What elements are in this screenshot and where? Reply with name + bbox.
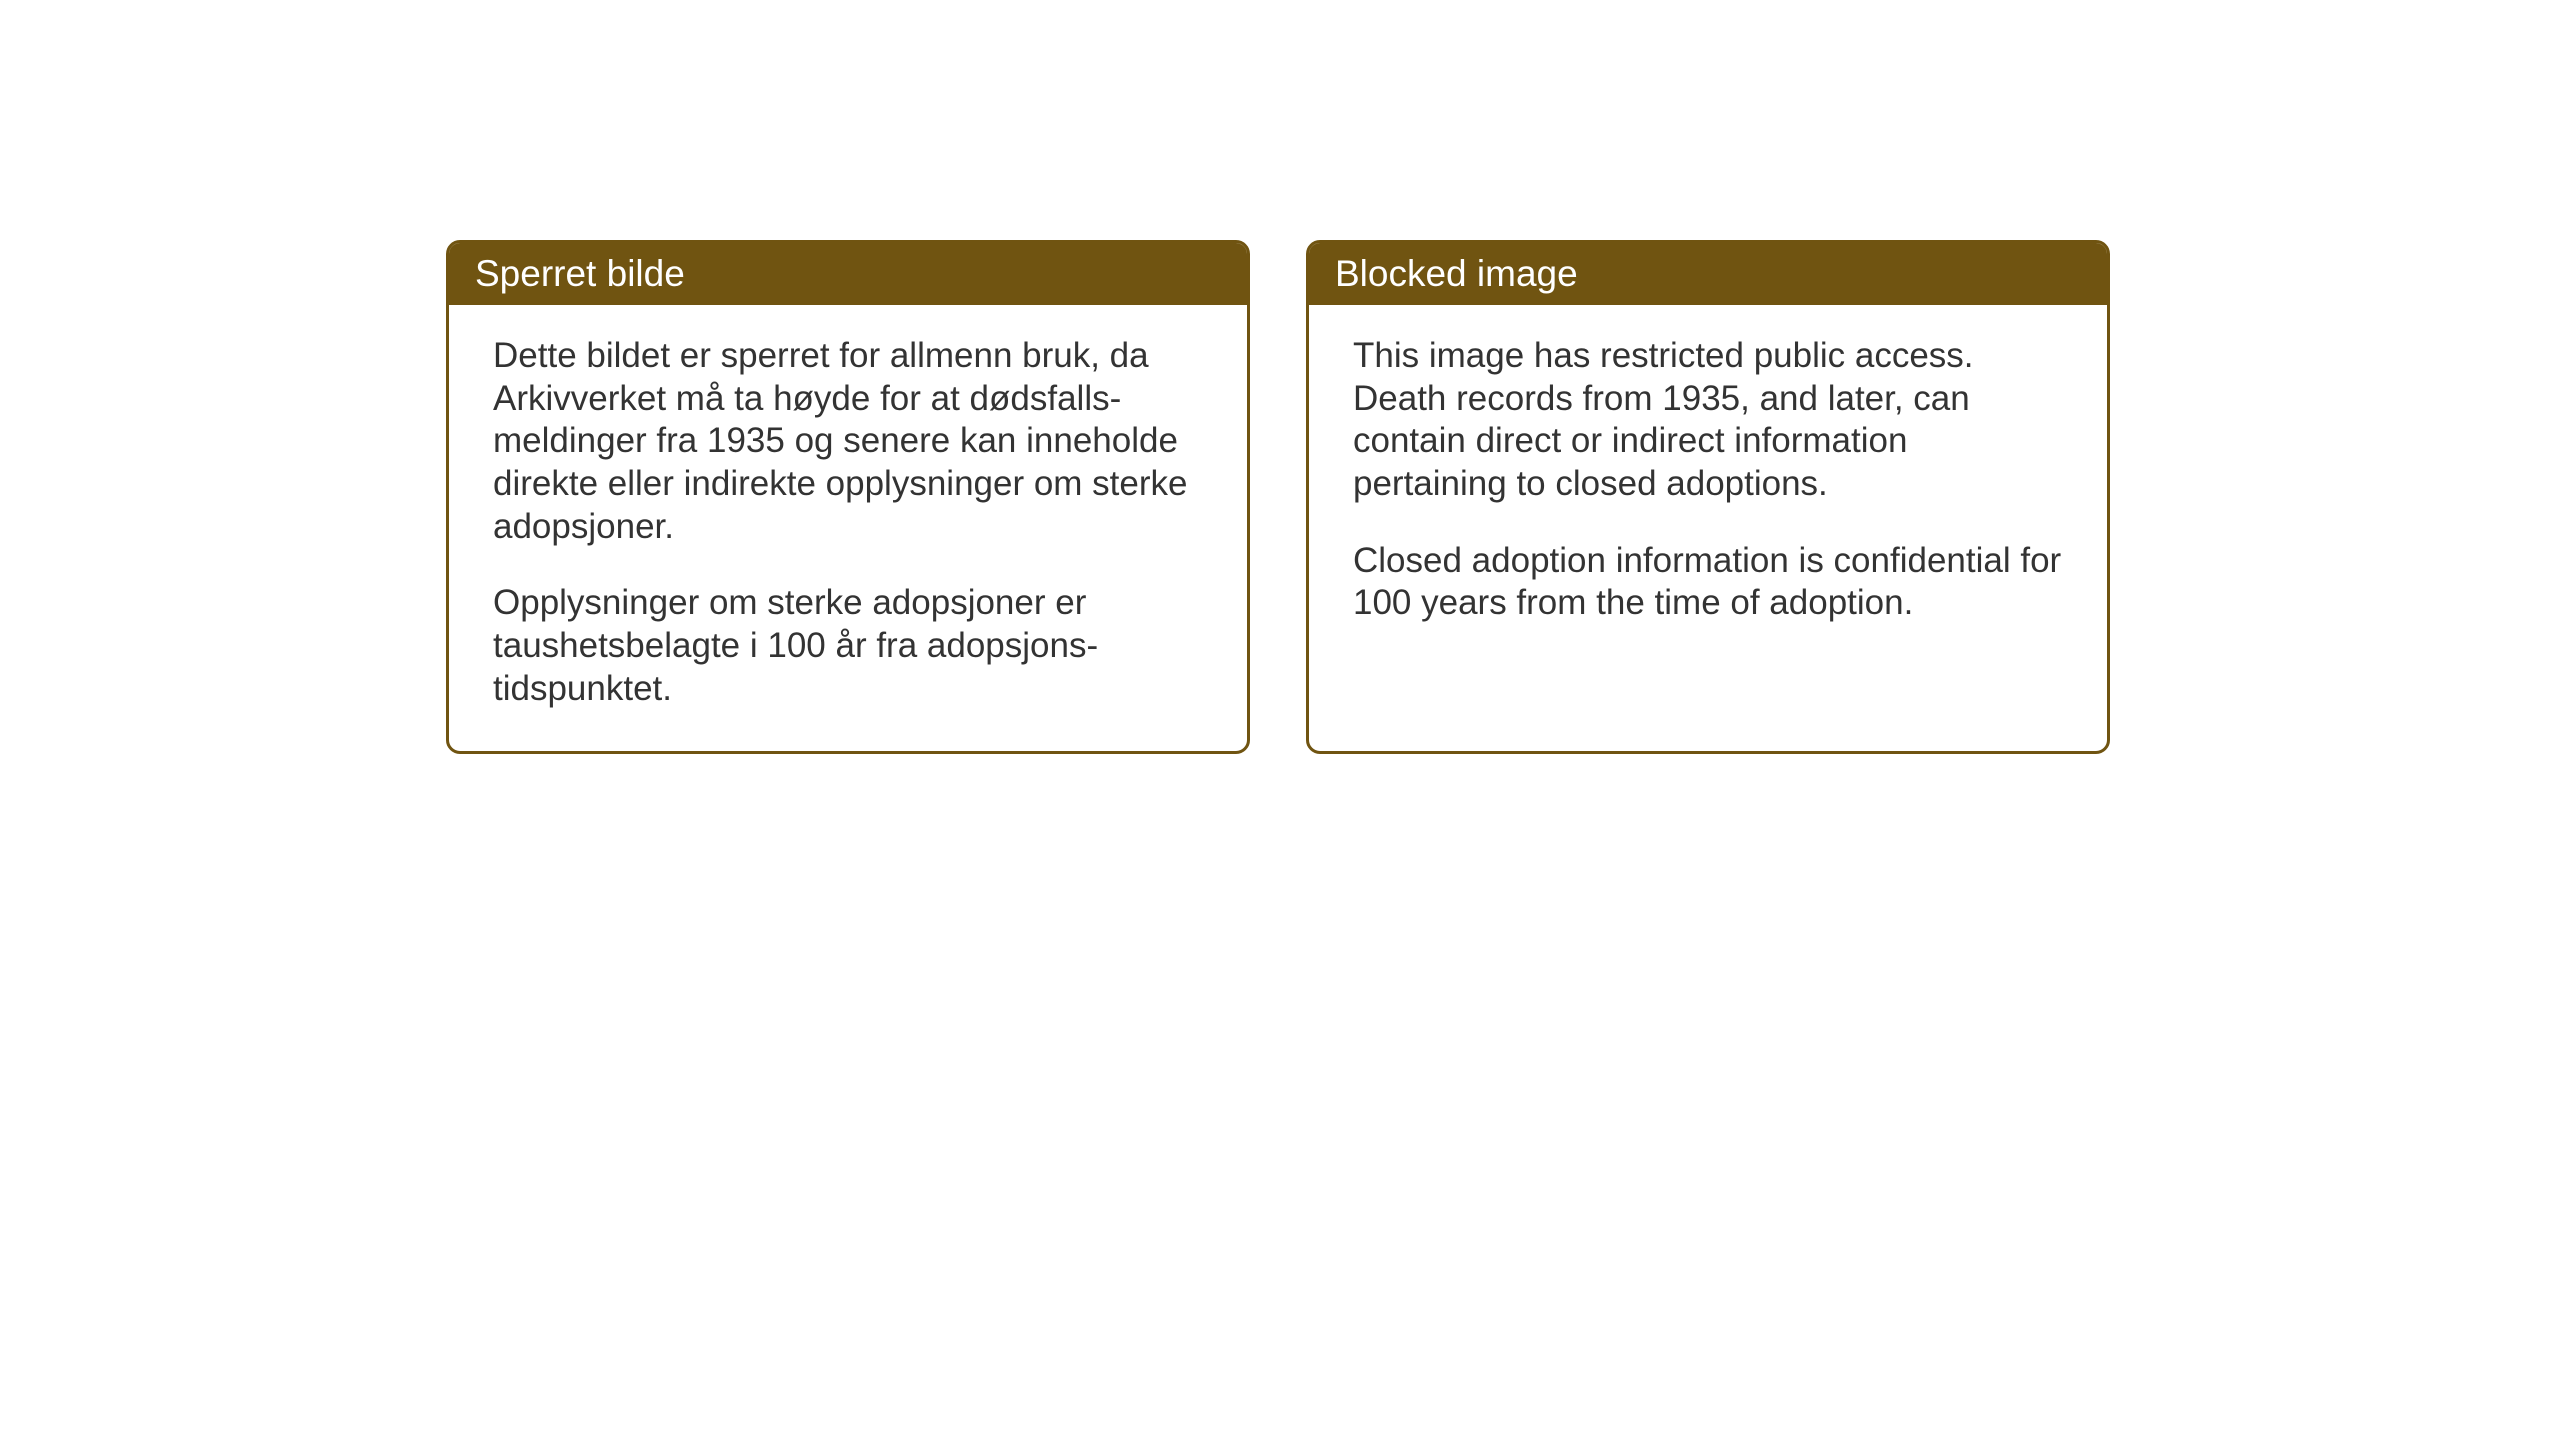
- notice-box-norwegian: Sperret bilde Dette bildet er sperret fo…: [446, 240, 1250, 754]
- notice-body-english: This image has restricted public access.…: [1309, 305, 2107, 715]
- notice-paragraph: This image has restricted public access.…: [1353, 335, 2063, 506]
- notice-header-norwegian: Sperret bilde: [449, 243, 1247, 305]
- notice-paragraph: Dette bildet er sperret for allmenn bruk…: [493, 335, 1203, 548]
- notice-paragraph: Opplysninger om sterke adopsjoner er tau…: [493, 582, 1203, 710]
- notice-box-english: Blocked image This image has restricted …: [1306, 240, 2110, 754]
- notice-header-english: Blocked image: [1309, 243, 2107, 305]
- notice-paragraph: Closed adoption information is confident…: [1353, 540, 2063, 625]
- notice-body-norwegian: Dette bildet er sperret for allmenn bruk…: [449, 305, 1247, 751]
- notice-container: Sperret bilde Dette bildet er sperret fo…: [0, 0, 2560, 754]
